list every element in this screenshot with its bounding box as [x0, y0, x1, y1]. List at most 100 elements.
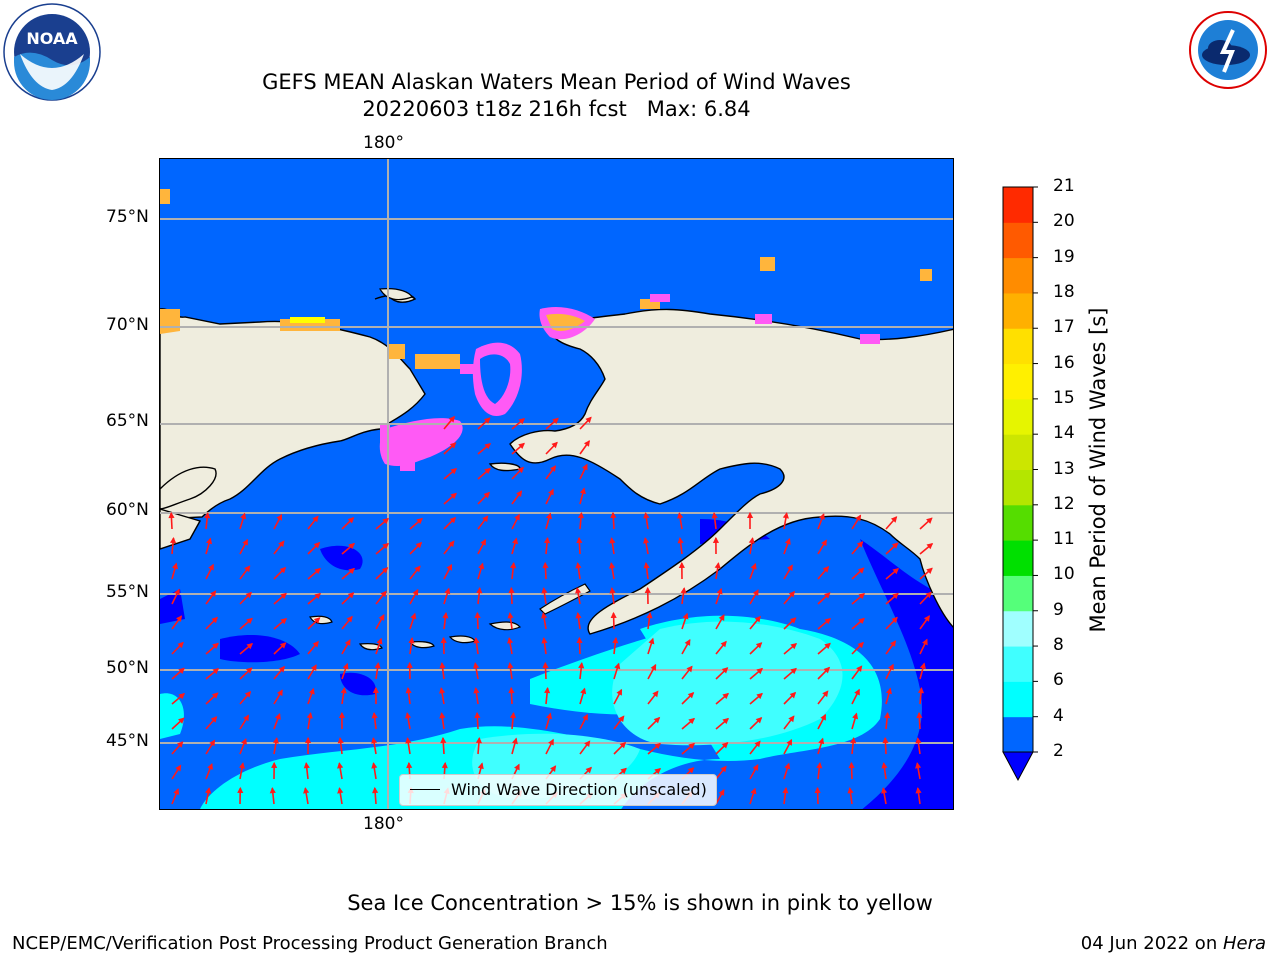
lat-label-70: 70°N	[106, 315, 149, 335]
wind-wave-arrowhead	[917, 687, 925, 694]
land	[160, 292, 953, 635]
wind-wave-arrowhead	[653, 716, 661, 724]
wind-wave-arrowhead	[686, 665, 693, 673]
colorbar-tick-label: 19	[1053, 246, 1075, 267]
wind-wave-arrowhead	[850, 736, 857, 744]
wind-wave-arrowhead	[816, 761, 823, 769]
wind-wave-arrowhead	[212, 667, 220, 675]
wind-wave-arrowhead	[440, 636, 447, 644]
wind-wave-arrowhead	[303, 787, 310, 794]
wind-wave-arrowhead	[687, 767, 695, 774]
wind-wave-arrowhead	[175, 764, 182, 772]
wind-wave-arrowhead	[643, 512, 650, 519]
wind-wave-arrowhead	[449, 442, 457, 449]
colorbar-cell	[1003, 540, 1033, 576]
wind-wave-arrowhead	[814, 786, 821, 794]
wind-wave-arrowhead	[714, 562, 721, 569]
wind-wave-arrowhead	[347, 592, 355, 599]
wind-wave-arrowhead	[881, 787, 888, 794]
noaa-logo-text: NOAA	[26, 29, 78, 48]
wind-wave-arrowhead	[548, 738, 554, 746]
colorbar-tick-label: 10	[1053, 564, 1075, 585]
wind-wave-arrowhead	[477, 762, 484, 770]
wind-wave-arrowhead	[338, 711, 346, 719]
footer-credit: NCEP/EMC/Verification Post Processing Pr…	[12, 933, 608, 954]
wind-wave-arrowhead	[441, 761, 448, 769]
wind-wave-arrowhead	[823, 592, 831, 599]
wind-wave-arrowhead	[177, 641, 184, 649]
wind-wave-arrowhead	[204, 512, 211, 519]
wind-wave-arrowhead	[406, 661, 413, 669]
colorbar-cell	[1003, 610, 1033, 647]
wind-wave-arrowhead	[542, 661, 549, 669]
wind-wave-arrowhead	[544, 687, 551, 694]
wind-wave-arrowhead	[380, 590, 387, 598]
wind-wave-arrowhead	[542, 561, 549, 569]
wind-wave-arrowhead	[618, 715, 625, 723]
wind-wave-arrowhead	[484, 467, 491, 475]
wind-wave-arrowhead	[514, 763, 520, 771]
wind-wave-arrowhead	[915, 787, 922, 794]
sea-ice-note: Sea Ice Concentration > 15% is shown in …	[347, 891, 933, 915]
wind-wave-arrowhead	[548, 488, 554, 496]
chart-title-line1: GEFS MEAN Alaskan Waters Mean Period of …	[262, 70, 851, 94]
wind-wave-arrowhead	[712, 536, 720, 544]
wind-wave-arrowhead	[784, 537, 791, 545]
wind-wave-arrowhead	[269, 786, 276, 794]
colorbar-cell	[1003, 504, 1033, 541]
wind-wave-arrowhead	[507, 612, 514, 619]
wind-wave-arrowhead	[168, 511, 175, 519]
wind-wave-arrowhead	[174, 588, 180, 596]
wind-wave-arrowhead	[890, 516, 898, 523]
wind-wave-arrowhead	[926, 567, 933, 575]
wind-wave-arrowhead	[577, 512, 584, 519]
wind-wave-arrowhead	[890, 640, 897, 647]
lat-label-55: 55°N	[106, 582, 149, 602]
wind-wave-arrowhead	[171, 562, 178, 570]
wind-wave-arrowhead	[178, 667, 185, 675]
lat-label-65: 65°N	[106, 411, 149, 431]
wind-wave-arrowhead	[756, 667, 764, 675]
wind-wave-arrowhead	[752, 589, 759, 597]
wind-wave-arrowhead	[371, 737, 378, 744]
wind-wave-arrowhead	[348, 567, 356, 575]
wind-wave-arrowhead	[245, 591, 252, 599]
wind-wave-arrowhead	[925, 591, 932, 599]
wind-wave-arrowhead	[507, 637, 514, 644]
wind-wave-arrowhead	[440, 736, 447, 744]
wind-wave-arrowhead	[374, 662, 381, 669]
colorbar-cell	[1003, 292, 1033, 329]
wind-wave-arrowhead	[892, 592, 899, 600]
wind-wave-arrowhead	[684, 639, 691, 646]
wind-wave-arrowhead	[178, 717, 185, 724]
wind-wave-arrowhead	[206, 537, 213, 545]
wind-wave-arrowhead	[406, 761, 413, 769]
wind-wave-arrowhead	[408, 636, 415, 644]
wind-wave-arrowhead	[550, 765, 557, 772]
wind-wave-arrowhead	[784, 762, 791, 770]
wind-wave-arrowhead	[648, 637, 655, 645]
colorbar-label: Mean Period of Wind Waves [s]	[1086, 307, 1110, 633]
wind-wave-arrowhead	[610, 511, 617, 519]
wind-wave-arrowhead	[382, 542, 390, 550]
wind-wave-arrowhead	[818, 737, 825, 745]
wind-wave-arrowhead	[892, 567, 900, 575]
lat-label-45: 45°N	[106, 731, 149, 751]
wind-wave-arrowhead	[857, 641, 864, 649]
footer-date-text: 04 Jun 2022 on	[1080, 933, 1223, 954]
wind-wave-arrowhead	[891, 542, 899, 549]
colorbar-cell	[1003, 716, 1033, 753]
colorbar-cell	[1003, 398, 1033, 435]
legend-label: Wind Wave Direction (unscaled)	[451, 780, 707, 799]
wind-wave-arrowhead	[682, 612, 689, 620]
map-legend: Wind Wave Direction (unscaled)	[399, 774, 717, 806]
wind-wave-arrowhead	[476, 586, 483, 594]
wind-wave-arrowhead	[272, 737, 279, 744]
map-canvas	[160, 159, 953, 809]
wind-wave-arrowhead	[482, 515, 489, 523]
lat-label-75: 75°N	[106, 207, 149, 227]
wind-wave-arrowhead	[381, 567, 389, 574]
wind-wave-arrowhead	[720, 765, 727, 773]
wind-wave-arrowhead	[721, 742, 729, 749]
lon-label-bottom: 180°	[363, 814, 404, 834]
